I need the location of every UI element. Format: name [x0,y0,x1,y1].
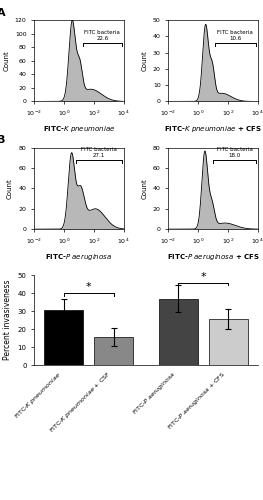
Text: FITC bacteria
18.0: FITC bacteria 18.0 [217,148,252,158]
Text: FITC bacteria
10.6: FITC bacteria 10.6 [218,30,253,41]
X-axis label: FITC-$\it{P\ aeruginosa}$ + CFS: FITC-$\it{P\ aeruginosa}$ + CFS [167,252,259,262]
Text: *: * [200,272,206,281]
Y-axis label: Count: Count [141,178,147,199]
Y-axis label: Percent invasiveness: Percent invasiveness [3,280,12,360]
Bar [159,298,198,365]
Bar [44,310,83,365]
X-axis label: FITC-$\it{P\ aeruginosa}$: FITC-$\it{P\ aeruginosa}$ [45,252,113,262]
Text: B: B [0,136,5,145]
Text: A: A [0,8,5,18]
Text: FITC bacteria
27.1: FITC bacteria 27.1 [81,148,117,158]
Y-axis label: Count: Count [141,50,147,71]
X-axis label: FITC-$\it{K\ pneumoniae}$: FITC-$\it{K\ pneumoniae}$ [43,124,115,134]
Y-axis label: Count: Count [3,50,9,71]
Bar [94,336,133,365]
X-axis label: FITC-$\it{K\ pneumoniae}$ + CFS: FITC-$\it{K\ pneumoniae}$ + CFS [164,124,262,134]
Text: FITC bacteria
22.6: FITC bacteria 22.6 [84,30,120,41]
Bar [209,320,247,365]
Text: *: * [86,282,92,292]
Y-axis label: Count: Count [7,178,13,199]
